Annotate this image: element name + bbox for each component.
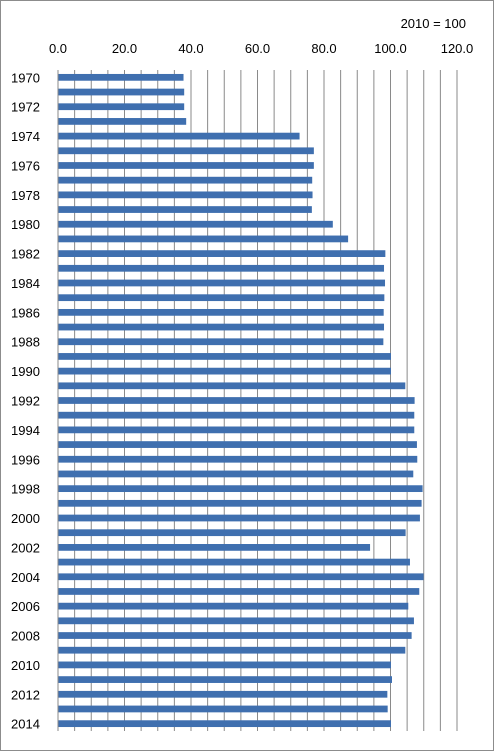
y-tick-label: 1980 xyxy=(11,217,40,232)
x-axis-tick-labels: 0.0 20.0 40.0 60.0 80.0 100.0 120.0 xyxy=(49,41,473,56)
bar-1981 xyxy=(58,235,349,243)
y-tick-label: 1974 xyxy=(11,129,40,144)
y-tick-label: 1998 xyxy=(11,482,40,497)
bar-1971 xyxy=(58,88,185,96)
y-tick-label: 2012 xyxy=(11,687,40,702)
bar-1970 xyxy=(58,73,184,81)
x-tick-label: 80.0 xyxy=(311,41,336,56)
bar-1988 xyxy=(58,338,384,346)
bar-1982 xyxy=(58,250,386,257)
bar-1978 xyxy=(58,191,313,199)
bar-2006 xyxy=(58,602,409,610)
y-tick-label: 1986 xyxy=(11,305,40,320)
bar-1983 xyxy=(58,264,385,272)
bar-2007 xyxy=(58,617,414,625)
x-tick-label: 40.0 xyxy=(178,41,203,56)
y-tick-label: 1978 xyxy=(11,188,40,203)
bar-1985 xyxy=(58,294,385,302)
y-tick-label: 1988 xyxy=(11,335,40,350)
bar-1996 xyxy=(58,455,418,463)
bar-2003 xyxy=(58,558,410,566)
bar-1987 xyxy=(58,323,385,331)
bar-1984 xyxy=(58,279,386,287)
x-tick-label: 100.0 xyxy=(374,41,407,56)
y-tick-label: 2010 xyxy=(11,658,40,673)
bar-1993 xyxy=(58,411,415,419)
y-tick-label: 2000 xyxy=(11,511,40,526)
bar-1975 xyxy=(58,147,314,155)
bar-2000 xyxy=(58,514,420,522)
y-tick-label: 1990 xyxy=(11,364,40,379)
bar-1972 xyxy=(58,103,185,111)
x-tick-label: 0.0 xyxy=(49,41,67,56)
bar-2001 xyxy=(58,529,406,537)
bar-1999 xyxy=(58,499,422,507)
y-tick-label: 2006 xyxy=(11,599,40,614)
y-tick-label: 1992 xyxy=(11,394,40,409)
bar-2010 xyxy=(58,661,391,669)
bar-2008 xyxy=(58,632,412,639)
y-tick-label: 2014 xyxy=(11,717,40,732)
bar-1991 xyxy=(58,382,406,390)
bar-1997 xyxy=(58,470,414,478)
bar-2002 xyxy=(58,544,371,551)
bar-1998 xyxy=(58,485,423,493)
y-tick-label: 1994 xyxy=(11,423,40,438)
bar-2014 xyxy=(58,720,391,728)
y-tick-label: 2004 xyxy=(11,570,40,585)
bar-1979 xyxy=(58,206,312,213)
y-tick-label: 1970 xyxy=(11,70,40,85)
y-tick-label: 1976 xyxy=(11,158,40,173)
bar-2012 xyxy=(58,690,388,698)
y-tick-label: 1982 xyxy=(11,247,40,262)
bar-1976 xyxy=(58,162,314,169)
bar-2004 xyxy=(58,573,424,581)
bar-2005 xyxy=(58,588,420,595)
x-tick-label: 60.0 xyxy=(245,41,270,56)
bar-1989 xyxy=(58,353,391,360)
bar-1994 xyxy=(58,426,415,434)
x-tick-label: 120.0 xyxy=(441,41,474,56)
bar-1977 xyxy=(58,176,313,184)
y-tick-label: 2008 xyxy=(11,629,40,644)
bar-1992 xyxy=(58,397,415,404)
unit-note: 2010 = 100 xyxy=(401,16,466,31)
y-tick-label: 1972 xyxy=(11,100,40,115)
bar-1995 xyxy=(58,441,417,448)
bar-1990 xyxy=(58,367,391,375)
bar-2009 xyxy=(58,646,406,654)
bar-2013 xyxy=(58,705,388,713)
y-tick-label: 1984 xyxy=(11,276,40,291)
bar-1980 xyxy=(58,220,333,228)
bar-1986 xyxy=(58,308,384,316)
y-tick-label: 2002 xyxy=(11,540,40,555)
bars xyxy=(58,73,424,728)
y-axis-tick-labels: 1970 1972 1974 1976 1978 1980 1982 1984 1986 1988… xyxy=(11,70,40,731)
bar-2011 xyxy=(58,676,392,683)
x-tick-label: 20.0 xyxy=(112,41,137,56)
y-tick-label: 1996 xyxy=(11,452,40,467)
bar-1973 xyxy=(58,118,187,125)
bar-1974 xyxy=(58,132,300,140)
